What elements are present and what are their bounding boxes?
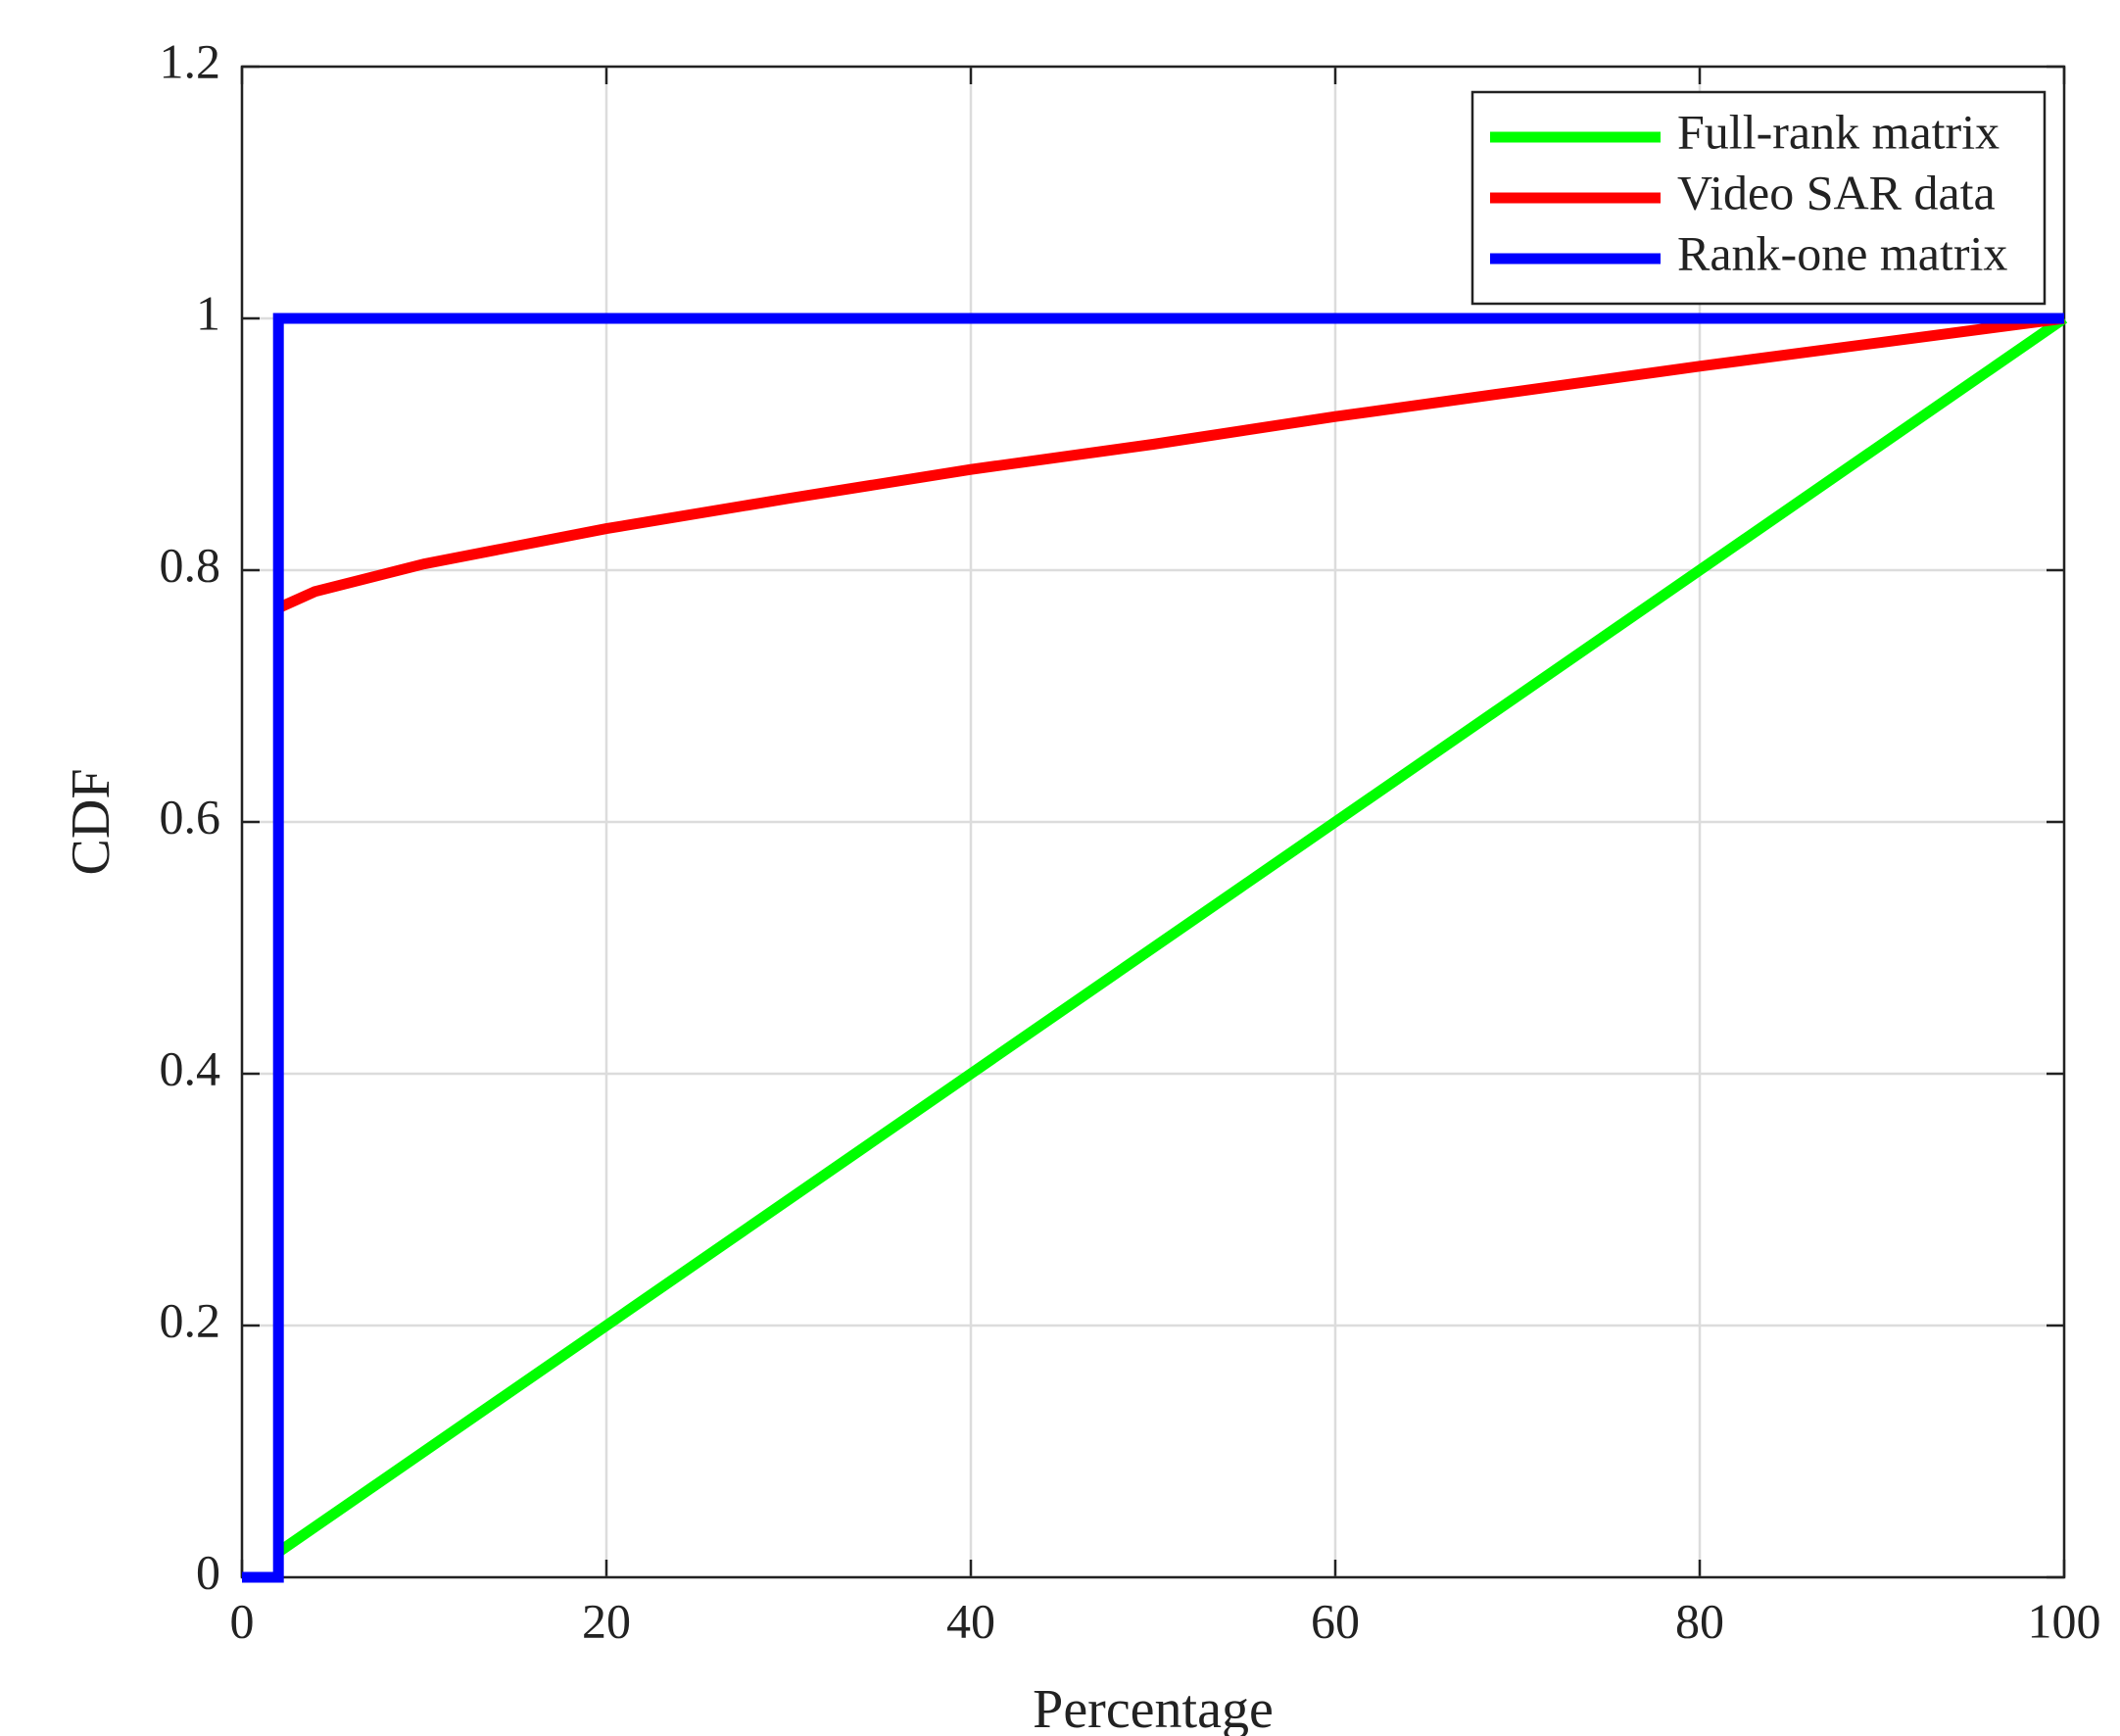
y-tick-label: 0.2 (160, 1292, 221, 1347)
plot-frame (240, 65, 2066, 1579)
x-tick-label: 60 (1311, 1593, 1360, 1648)
legend-label: Full-rank matrix (1677, 104, 2000, 159)
x-tick-label: 20 (582, 1593, 631, 1648)
x-tick-label: 80 (1675, 1593, 1724, 1648)
y-tick-label: 1.2 (160, 33, 221, 88)
x-tick-label: 100 (2028, 1593, 2101, 1648)
x-axis-label: Percentage (1033, 1679, 1274, 1736)
legend-label: Rank-one matrix (1677, 225, 2007, 280)
data-line (242, 313, 2064, 1583)
x-tick-label: 0 (230, 1593, 255, 1648)
y-tick-label: 0.8 (160, 537, 221, 592)
x-tick-label: 40 (946, 1593, 995, 1648)
legend-label: Video SAR data (1677, 165, 1996, 219)
y-axis-label: CDF (61, 769, 121, 876)
data-line (275, 313, 2065, 613)
y-tick-label: 1 (196, 285, 220, 340)
y-tick-label: 0.6 (160, 789, 221, 844)
y-tick-label: 0.4 (160, 1040, 221, 1095)
y-tick-label: 0 (196, 1544, 220, 1599)
data-line (275, 313, 2068, 1557)
